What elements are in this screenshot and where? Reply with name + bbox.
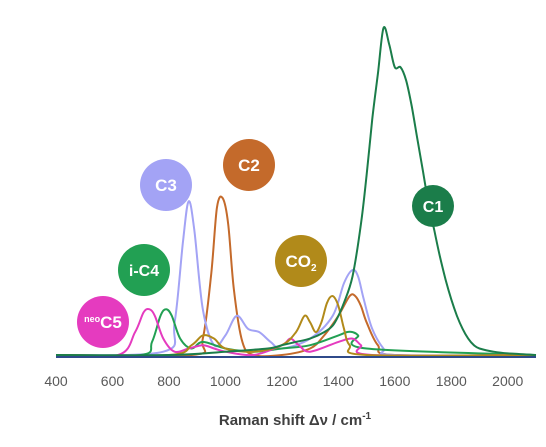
badge-label-sub: 2 [311,263,317,274]
badge-label: C3 [155,176,177,195]
x-tick-label: 600 [101,373,125,389]
badge-label: i-C4 [129,263,159,280]
badge-i-c4: i-C4 [118,244,170,296]
series-line-c3 [55,200,537,357]
badge-label-main: CO [285,252,311,271]
x-tick-label: 1200 [266,373,297,389]
series-line-c2 [55,195,537,358]
badge-label-sup: neo [84,314,101,324]
badge-circle [275,235,327,287]
badge-c3: C3 [140,159,192,211]
badge-circle [118,244,170,296]
badge-label: neoC5 [84,313,122,332]
badge-circle [412,185,454,227]
badge-circle [140,159,192,211]
badge-label: C2 [238,156,260,175]
badge-c5: neoC5 [77,296,129,348]
badge-co2: CO2 [275,235,327,287]
x-tick-label: 1600 [379,373,410,389]
x-axis-ticks: 400 600 800 1000 1200 1400 1600 1800 2000 [44,373,523,389]
badge-label-main: C5 [100,313,122,332]
x-axis-label-sup: -1 [362,411,371,422]
x-tick-label: 1400 [323,373,354,389]
badge-circle [223,139,275,191]
badge-c2: C2 [223,139,275,191]
x-axis-label-main: Raman shift Δν / cm [219,412,362,429]
badge-c1: C1 [412,185,454,227]
x-tick-label: 2000 [492,373,523,389]
spectrum-curves [55,26,537,358]
x-tick-label: 1800 [436,373,467,389]
x-tick-label: 400 [44,373,68,389]
badge-circle [77,296,129,348]
series-badges: C1 C2 C3 i-C4 neoC5 CO2 [77,139,454,348]
badge-label: C1 [423,199,444,216]
x-axis-label: Raman shift Δν / cm-1 [219,411,372,429]
x-tick-label: 800 [157,373,181,389]
series-line-c1 [55,26,537,357]
x-tick-label: 1000 [210,373,241,389]
series-line-co [55,295,537,357]
badge-label: CO2 [285,252,317,274]
